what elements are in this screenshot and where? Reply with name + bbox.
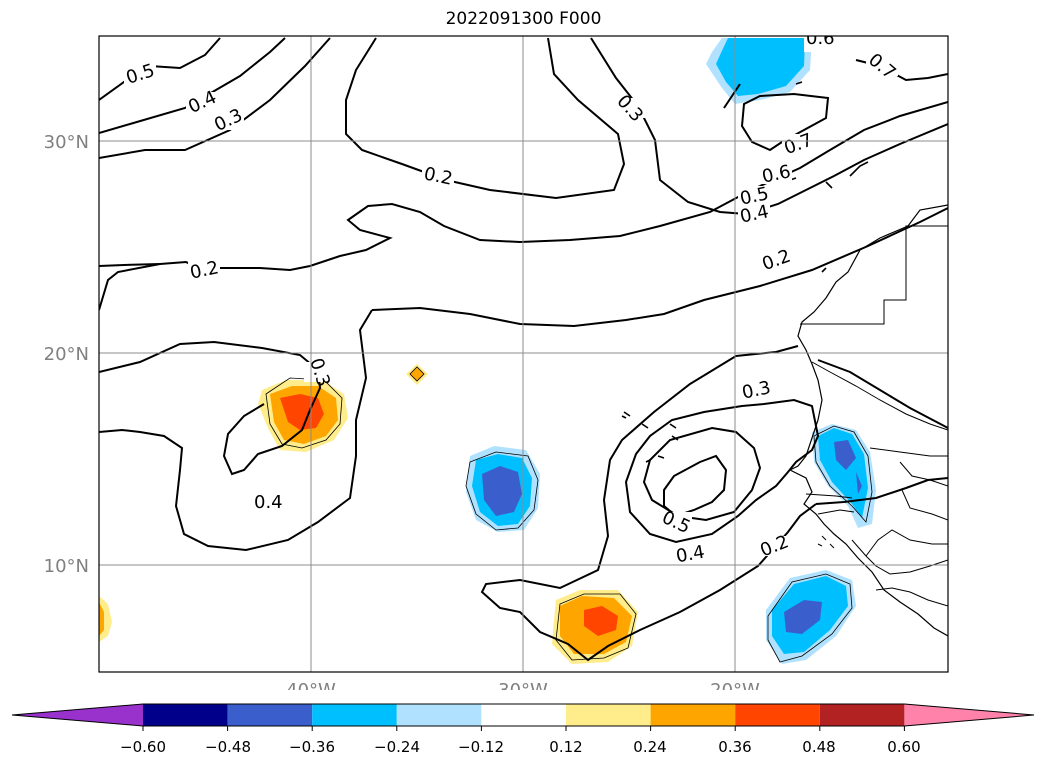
map-figure: 0.5 0.4 0.3 0.2 0.3 0.6 0.7 0.7 0.6 0.5 …	[44, 28, 949, 690]
contour-label: 0.4	[674, 542, 706, 568]
colorbar-swatch	[904, 704, 1034, 726]
colorbar-swatch	[12, 704, 143, 726]
colorbar-tick-label: 0.12	[549, 738, 582, 756]
colorbar-tick-label: 0.24	[633, 738, 666, 756]
colorbar-swatch	[396, 704, 482, 726]
positive-anomaly-west	[258, 380, 348, 452]
negative-anomaly-center	[466, 446, 540, 532]
lon-label: 40°W	[286, 680, 336, 690]
colorbar-tick-label: 0.48	[802, 738, 835, 756]
colorbar-swatch	[481, 704, 566, 726]
negative-anomaly-southeast	[766, 570, 856, 664]
shaded-anomalies	[99, 38, 876, 664]
colorbar-tick-label: −0.12	[458, 738, 504, 756]
positive-anomaly-diamond	[406, 364, 428, 385]
colorbar-outline	[11, 703, 1035, 727]
colorbar-tick-label: −0.24	[374, 738, 420, 756]
positive-anomaly-south	[552, 590, 638, 664]
contour-lines	[99, 37, 948, 662]
colorbar-blocks	[11, 703, 1035, 731]
colorbar-swatch	[819, 704, 905, 726]
lon-label: 20°W	[710, 680, 760, 690]
contour-label: 0.2	[757, 531, 791, 561]
colorbar-ticks: −0.60 −0.48 −0.36 −0.24 −0.12 0.12 0.24 …	[120, 738, 921, 756]
colorbar-tick-label: −0.36	[289, 738, 335, 756]
colorbar-swatch	[227, 704, 313, 726]
colorbar-tick-label: −0.48	[205, 738, 251, 756]
colorbar-tick-label: 0.60	[887, 738, 920, 756]
latitude-labels: 30°N 20°N 10°N	[44, 132, 89, 577]
negative-anomaly-top	[706, 38, 812, 104]
gridlines	[99, 36, 948, 672]
map-panel: 0.5 0.4 0.3 0.2 0.3 0.6 0.7 0.7 0.6 0.5 …	[99, 28, 948, 672]
positive-anomaly-edge	[99, 596, 112, 642]
colorbar-swatch	[143, 704, 228, 726]
lat-label: 10°N	[44, 556, 89, 577]
colorbar-tick-label: −0.60	[120, 738, 166, 756]
colorbar-swatch	[312, 704, 397, 726]
coastlines	[789, 204, 948, 637]
colorbar-swatch	[650, 704, 736, 726]
contour-label: 0.3	[612, 91, 647, 126]
negative-anomaly-east	[812, 424, 876, 528]
lat-label: 30°N	[44, 132, 89, 153]
longitude-labels: 40°W 30°W 20°W	[286, 680, 760, 690]
map-frame	[98, 35, 949, 673]
colorbar-tick-label: 0.36	[718, 738, 751, 756]
colorbar-swatch	[566, 704, 651, 726]
anomaly-outlines	[265, 366, 873, 663]
contour-label: 0.4	[254, 492, 283, 513]
contour-label: 0.6	[806, 28, 835, 49]
lon-label: 30°W	[498, 680, 548, 690]
colorbar-swatch	[735, 704, 820, 726]
map-title: 2022091300 F000	[445, 9, 602, 29]
lat-label: 20°N	[44, 344, 89, 365]
contour-label: 0.7	[864, 49, 899, 83]
